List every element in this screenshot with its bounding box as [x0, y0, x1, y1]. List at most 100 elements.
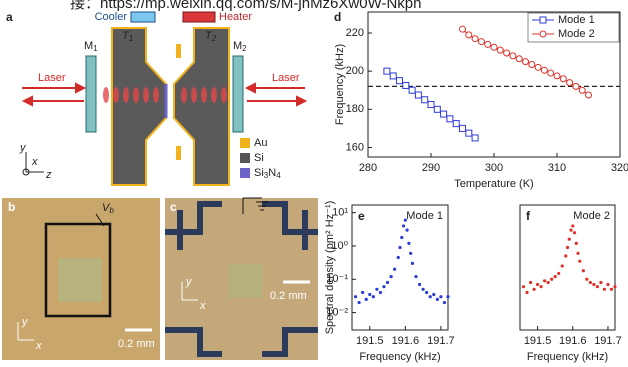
marker	[485, 41, 491, 47]
y-tick-label: 220	[346, 27, 364, 39]
point	[550, 278, 553, 281]
x-tick-label: 300	[485, 162, 503, 174]
legend-label: Si3N4	[254, 167, 281, 180]
point	[571, 224, 574, 227]
point	[540, 285, 543, 288]
point	[582, 269, 585, 272]
label-sub: 2	[211, 34, 217, 43]
x-tick-label: 191.7	[427, 335, 455, 347]
x-tick-label: 310	[548, 162, 566, 174]
point	[406, 228, 409, 231]
point	[585, 278, 588, 281]
panel-label: f	[526, 209, 531, 223]
marker	[491, 44, 497, 50]
heater-block	[183, 12, 215, 22]
panel-label: c	[170, 200, 177, 214]
legend-swatch	[240, 153, 250, 163]
y-tick-label: 160	[346, 141, 364, 153]
panel-label: a	[6, 10, 13, 24]
marker	[422, 97, 428, 103]
marker	[510, 53, 516, 59]
marker	[390, 73, 396, 79]
x-tick-label: 191.5	[356, 335, 384, 347]
figure: 接：https://mp.weixin.qq.com/s/M-jhMz6Xw0W…	[0, 0, 628, 367]
x-tick-label: 191.6	[559, 335, 587, 347]
point	[400, 236, 403, 239]
point	[536, 283, 539, 286]
point	[522, 285, 525, 288]
x-axis-label: Frequency (kHz)	[527, 351, 608, 363]
point	[382, 285, 385, 288]
point	[439, 295, 442, 298]
marker	[415, 92, 421, 98]
marker	[586, 92, 592, 98]
point	[557, 272, 560, 275]
marker	[466, 130, 472, 136]
marker	[548, 70, 554, 76]
panel-label: d	[334, 10, 341, 24]
point	[547, 281, 550, 284]
point	[613, 285, 616, 288]
point	[599, 281, 602, 284]
point	[529, 281, 532, 284]
point	[390, 275, 393, 278]
x-axis-label: Temperature (K)	[454, 178, 533, 190]
marker	[460, 125, 466, 131]
marker	[535, 64, 541, 70]
point	[592, 283, 595, 286]
x-tick-label: 191.5	[524, 335, 552, 347]
panel-label: b	[8, 200, 15, 214]
marker	[541, 67, 547, 73]
plot-frame	[352, 205, 448, 330]
legend-label: Mode 2	[558, 28, 595, 40]
point	[368, 293, 371, 296]
label-sub: 1	[93, 44, 98, 53]
point	[375, 288, 378, 291]
marker	[447, 116, 453, 122]
point	[543, 279, 546, 282]
cooler-label: Cooler	[95, 11, 128, 23]
label-sub: b	[109, 206, 114, 215]
point	[564, 254, 567, 257]
marker	[478, 39, 484, 45]
point	[606, 283, 609, 286]
cooler-block	[131, 12, 155, 22]
marker	[428, 102, 434, 108]
y-tick-label: 200	[346, 65, 364, 77]
legend-marker	[540, 31, 546, 37]
marker	[579, 87, 585, 93]
point	[361, 291, 364, 294]
legend-swatch	[240, 138, 250, 148]
point	[407, 242, 410, 245]
point	[414, 275, 417, 278]
point	[398, 246, 401, 249]
point	[596, 285, 599, 288]
marker	[472, 36, 478, 42]
right-chip	[174, 28, 229, 185]
left-chip	[112, 28, 166, 185]
x-tick-label: 320	[611, 162, 628, 174]
marker	[523, 59, 529, 65]
point	[422, 288, 425, 291]
x-axis-label: Frequency (kHz)	[359, 351, 440, 363]
micrograph-c: c 0.2 mm y x	[165, 198, 318, 360]
label-main: N	[268, 167, 276, 179]
point	[610, 288, 613, 291]
label-sub: 1	[129, 34, 133, 43]
legend-label: Si	[254, 152, 264, 164]
point	[573, 231, 576, 234]
y-tick-label: 180	[346, 103, 364, 115]
point	[578, 260, 581, 263]
point	[576, 252, 579, 255]
axis-label: x	[199, 300, 206, 312]
marker	[504, 50, 510, 56]
marker	[441, 111, 447, 117]
micrograph-b: b Vb 0.2 mm y x	[2, 198, 160, 360]
y-axis-label: Frequency (kHz)	[334, 44, 346, 125]
point	[411, 262, 414, 265]
mirror-label: M2	[233, 40, 247, 53]
point	[566, 246, 569, 249]
axis-label: x	[35, 340, 42, 352]
point	[436, 298, 439, 301]
